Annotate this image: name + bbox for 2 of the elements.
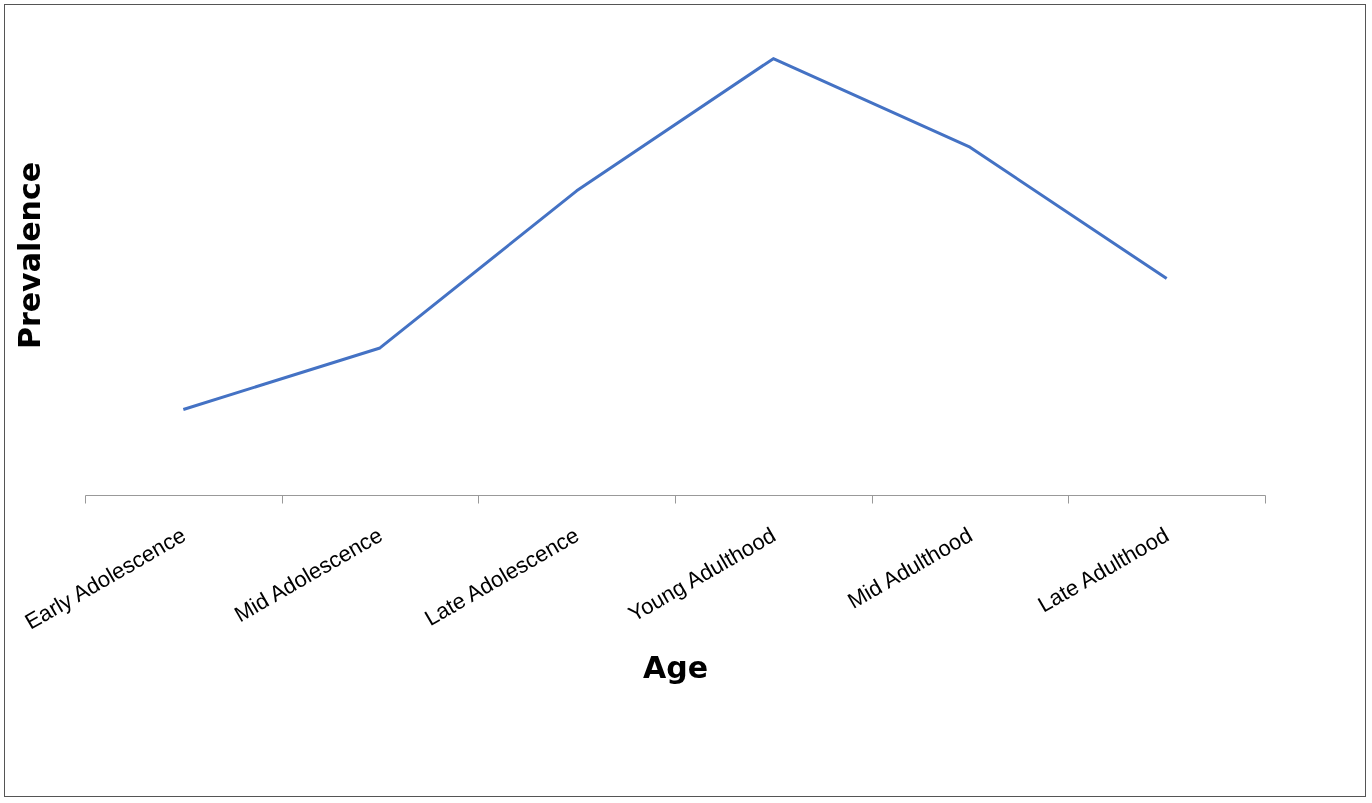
y-axis-title: Prevalence xyxy=(11,161,47,350)
x-axis-title: Age xyxy=(642,650,709,686)
